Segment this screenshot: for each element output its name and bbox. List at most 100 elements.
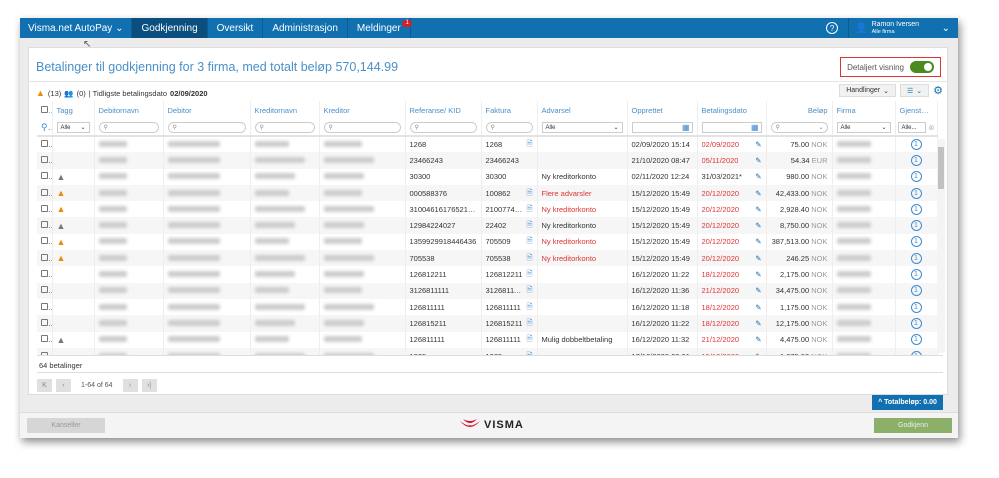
document-icon[interactable]: 🗎 [526, 334, 533, 344]
edit-icon[interactable]: ✎ [755, 253, 762, 263]
last-page-button[interactable]: ›| [141, 379, 157, 392]
info-circle-icon[interactable]: 1 [910, 301, 922, 313]
kreditornavn-filter[interactable]: ⚲ [254, 121, 315, 133]
gjenstaende-filter[interactable]: Alle... [897, 121, 927, 133]
edit-icon[interactable]: ✎ [755, 188, 762, 198]
col-advarsel[interactable]: Advarsel [537, 101, 628, 119]
row-checkbox[interactable] [41, 237, 48, 245]
info-circle-icon[interactable]: 1 [910, 285, 922, 297]
document-icon[interactable]: 🗎 [526, 301, 533, 311]
row-checkbox[interactable] [41, 270, 48, 278]
info-circle-icon[interactable]: 1 [910, 334, 922, 346]
debitornavn-filter[interactable]: ⚲ [98, 121, 159, 133]
col-referanse[interactable]: Referanse/ KID [405, 101, 482, 119]
row-checkbox[interactable] [41, 188, 48, 196]
document-icon[interactable]: 🗎 [526, 236, 533, 246]
col-kreditornavn[interactable]: Kreditornavn [250, 101, 320, 119]
table-row[interactable]: ▲ 000588376 100862 🗎 Flere advarsler 15/1… [37, 184, 938, 202]
document-icon[interactable]: 🗎 [526, 285, 533, 295]
cancel-button[interactable]: Kanseller [27, 418, 105, 433]
document-icon[interactable]: 🗎 [526, 139, 533, 149]
edit-icon[interactable]: ✎ [755, 155, 762, 165]
table-row[interactable]: ▲ 12984224027 22402 🗎 Ny kreditorkonto 15… [37, 217, 938, 234]
tab-godkjenning[interactable]: Godkjenning [132, 18, 208, 38]
table-row[interactable]: ▲ 1359929918446436 705509 🗎 Ny kreditorko… [37, 233, 938, 251]
col-tagg[interactable]: Tagg [52, 101, 95, 119]
col-debitor[interactable]: Debitor [163, 101, 251, 119]
user-menu[interactable]: 👤 Ramon Iversen Alle firma ⌄ [848, 18, 958, 38]
table-row[interactable]: 23466243 23466243 21/10/2020 08:47 05/11… [37, 152, 938, 169]
actions-dropdown[interactable]: Handlinger ⌄ [839, 84, 896, 97]
total-amount-button[interactable]: ^ Totalbeløp: 0.00 [872, 395, 943, 410]
tab-oversikt[interactable]: Oversikt [208, 18, 264, 38]
next-page-button[interactable]: › [122, 379, 138, 392]
edit-icon[interactable]: ✎ [755, 335, 762, 345]
prev-page-button[interactable]: ‹ [56, 379, 71, 392]
firma-filter[interactable]: Alle ⌄ [836, 121, 891, 133]
col-gjenstaende[interactable]: Gjenståen... [895, 101, 938, 119]
referanse-filter[interactable]: ⚲ [409, 121, 477, 133]
info-circle-icon[interactable]: 1 [910, 187, 922, 199]
table-row[interactable]: ▲ 126811111 126811111 🗎 Mulig dobbeltbeta… [37, 331, 938, 348]
info-circle-icon[interactable]: 1 [910, 154, 922, 166]
tab-administrasjon[interactable]: Administrasjon [263, 18, 348, 38]
table-row[interactable]: ▲ 30300 30300 Ny kreditorkonto 02/11/202… [37, 168, 938, 185]
table-row[interactable]: 126812211 126812211 🗎 16/12/2020 11:22 18… [37, 266, 938, 283]
detailed-view-toggle[interactable]: Detaljert visning [840, 57, 941, 77]
info-circle-icon[interactable]: 1 [910, 171, 922, 183]
select-all-checkbox[interactable] [37, 101, 53, 119]
table-row[interactable]: 1268 1268 🗎 02/09/2020 15:14 02/09/2020 ✎ … [37, 136, 938, 153]
info-circle-icon[interactable]: 1 [910, 220, 922, 232]
document-icon[interactable]: 🗎 [526, 203, 533, 213]
edit-icon[interactable]: ✎ [755, 302, 762, 312]
document-icon[interactable]: 🗎 [526, 317, 533, 327]
toggle-switch[interactable] [910, 61, 934, 73]
clear-filters-icon[interactable]: ⊗ [928, 122, 935, 132]
table-scrollbar[interactable] [937, 139, 945, 353]
table-row[interactable]: 3126811111 3126811111 🗎 16/12/2020 11:36 … [37, 282, 938, 299]
kreditor-filter[interactable]: ⚲ [323, 121, 401, 133]
col-kreditor[interactable]: Kreditor [319, 101, 406, 119]
row-checkbox[interactable] [41, 335, 48, 343]
document-icon[interactable]: 🗎 [526, 269, 533, 279]
col-debitornavn[interactable]: Debitornavn [94, 101, 164, 119]
help-icon[interactable]: ? [826, 22, 839, 34]
edit-icon[interactable]: ✎ [755, 270, 762, 280]
row-checkbox[interactable] [41, 221, 48, 229]
tagg-filter[interactable]: Alle ⌄ [56, 121, 90, 133]
faktura-filter[interactable]: ⚲ [485, 121, 533, 133]
info-circle-icon[interactable]: 1 [910, 317, 922, 329]
row-checkbox[interactable] [41, 155, 48, 163]
advarsel-filter[interactable]: Alle ⌄ [541, 121, 623, 133]
row-checkbox[interactable] [41, 318, 48, 326]
table-row[interactable]: 126811111 126811111 🗎 16/12/2020 11:18 18… [37, 298, 938, 316]
edit-icon[interactable]: ✎ [755, 221, 762, 231]
approve-button[interactable]: Godkjenn [874, 418, 952, 433]
col-betalingsdato[interactable]: Betalingsdato [697, 101, 767, 119]
table-row[interactable]: 126815211 126815211 🗎 16/12/2020 11:22 18… [37, 315, 938, 332]
edit-icon[interactable]: ✎ [755, 172, 762, 182]
row-checkbox[interactable] [41, 140, 48, 148]
info-circle-icon[interactable]: 1 [910, 139, 922, 151]
info-circle-icon[interactable]: 1 [910, 269, 922, 281]
row-checkbox[interactable] [41, 172, 48, 180]
debitor-filter[interactable]: ⚲ [167, 121, 246, 133]
table-row[interactable]: ▲ 3100461617652100... 2100774774 🗎 Ny kre… [37, 201, 938, 218]
row-checkbox[interactable] [41, 204, 48, 212]
columns-menu-button[interactable]: ☰ ⌄ [899, 84, 930, 97]
edit-icon[interactable]: ✎ [755, 237, 762, 247]
info-circle-icon[interactable]: 1 [910, 252, 922, 264]
table-row[interactable]: ▲ 705538 705538 🗎 Ny kreditorkonto 15/12/… [37, 250, 938, 267]
first-page-button[interactable]: K [37, 379, 52, 392]
row-checkbox[interactable] [41, 302, 48, 310]
edit-icon[interactable]: ✎ [755, 204, 762, 214]
row-checkbox[interactable] [41, 286, 48, 294]
betalingsdato-date-filter[interactable]: ▦ [701, 121, 762, 133]
gear-icon[interactable]: ⚙ [933, 85, 943, 97]
col-faktura[interactable]: Faktura [481, 101, 538, 119]
info-circle-icon[interactable]: 1 [910, 203, 922, 215]
col-belop[interactable]: Beløp [766, 101, 833, 119]
opprettet-date-filter[interactable]: ▦ [631, 121, 693, 133]
row-checkbox[interactable] [41, 253, 48, 261]
col-firma[interactable]: Firma [832, 101, 896, 119]
